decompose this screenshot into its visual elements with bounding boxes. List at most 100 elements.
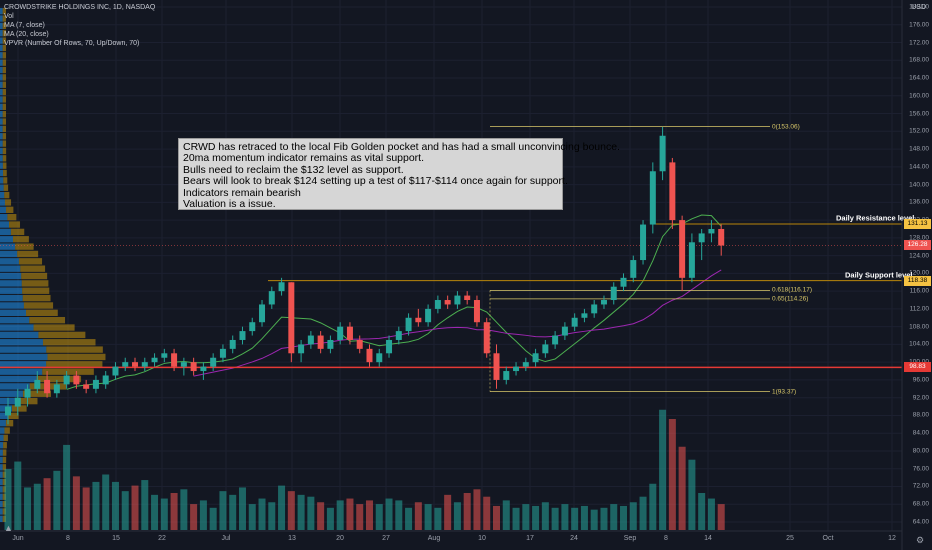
fib-label-1: 1(93.37) bbox=[772, 388, 797, 396]
price-tick: 160.00 bbox=[909, 92, 929, 100]
volume-bar bbox=[92, 481, 100, 530]
vpvr-bar-up bbox=[0, 331, 39, 339]
volume-bar bbox=[53, 470, 61, 530]
volume-bar bbox=[141, 480, 149, 530]
vpvr-bar-down bbox=[2, 22, 6, 30]
vpvr-bar-up bbox=[0, 30, 3, 37]
vpvr-bar-up bbox=[0, 420, 6, 427]
volume-bar bbox=[24, 487, 32, 530]
vpvr-bar-down bbox=[4, 191, 10, 199]
candle bbox=[112, 366, 119, 376]
annotation-line: Valuation is a issue. bbox=[183, 198, 276, 211]
vpvr-bar-up bbox=[0, 111, 3, 118]
candle bbox=[376, 353, 383, 363]
price-tick: 104.00 bbox=[909, 340, 929, 348]
volume-bar bbox=[444, 494, 452, 530]
vpvr-bar-down bbox=[7, 214, 17, 221]
vpvr-bar-up bbox=[0, 155, 3, 162]
vpvr-bar-down bbox=[2, 88, 7, 96]
candle bbox=[483, 322, 490, 354]
vpvr-bar-down bbox=[9, 221, 21, 228]
vpvr-bar-down bbox=[2, 493, 7, 500]
vpvr-bar-up bbox=[0, 8, 3, 15]
volume-bar bbox=[502, 500, 510, 530]
vpvr-bar-down bbox=[15, 243, 34, 250]
vpvr-bar-up bbox=[0, 66, 3, 74]
volume-bar bbox=[219, 491, 227, 530]
volume-bar bbox=[473, 489, 481, 530]
volume-bar bbox=[209, 507, 217, 530]
volume-bar bbox=[238, 487, 246, 530]
volume-bar bbox=[287, 491, 295, 530]
volume-bar bbox=[111, 481, 119, 530]
candle bbox=[503, 371, 510, 380]
candle bbox=[620, 277, 627, 287]
vpvr-bar-down bbox=[8, 412, 19, 419]
vpvr-bar-down bbox=[3, 169, 7, 177]
vpvr-bar-up bbox=[0, 133, 3, 140]
annotation-line: Bulls need to reclaim the $132 level as … bbox=[183, 163, 404, 176]
time-tick: 20 bbox=[336, 535, 344, 542]
vpvr-bar-down bbox=[21, 280, 49, 287]
price-tick: 140.00 bbox=[909, 181, 929, 189]
volume-bar bbox=[170, 493, 178, 530]
vpvr-bar-up bbox=[0, 383, 30, 390]
vpvr-bar-up bbox=[0, 317, 30, 324]
vpvr-bar-up bbox=[0, 515, 3, 522]
legend-title: CROWDSTRIKE HOLDINGS INC, 1D, NASDAQ bbox=[4, 4, 156, 11]
price-tick: 112.00 bbox=[909, 305, 929, 313]
volume-bar bbox=[522, 504, 530, 530]
fib-label-0: 0(153.06) bbox=[772, 123, 800, 131]
resistance-price-badge: 131.13 bbox=[904, 218, 931, 229]
candle bbox=[132, 362, 139, 367]
vpvr-bar-up bbox=[0, 265, 21, 272]
candle bbox=[53, 384, 60, 394]
annotation-box[interactable]: CRWD has retraced to the local Fib Golde… bbox=[178, 138, 620, 211]
vpvr-bar-down bbox=[2, 162, 7, 169]
price-tick: 164.00 bbox=[909, 74, 929, 82]
price-tick: 80.00 bbox=[912, 447, 929, 455]
candle bbox=[180, 362, 187, 367]
vpvr-bar-down bbox=[6, 206, 14, 213]
vpvr-bar-up bbox=[0, 375, 37, 383]
vpvr-bar-up bbox=[0, 125, 3, 133]
volume-bar bbox=[14, 461, 22, 530]
candle bbox=[34, 379, 41, 389]
price-scale[interactable]: USD 64.00 68.00 72.00 76.00 80.00 84.00 88.00 9… bbox=[902, 0, 932, 550]
candle bbox=[473, 300, 480, 323]
volume-bar bbox=[463, 493, 471, 530]
annotation-line: 20ma momentum indicator remains as vital… bbox=[183, 152, 425, 165]
time-tick: 8 bbox=[66, 535, 70, 542]
vpvr-bar-down bbox=[2, 59, 7, 66]
volume-bar bbox=[268, 502, 276, 530]
volume-bar bbox=[561, 504, 569, 530]
price-tick: 64.00 bbox=[912, 518, 929, 526]
candle bbox=[171, 353, 178, 367]
volume-bar bbox=[33, 483, 41, 530]
annotation-line: CRWD has retraced to the local Fib Golde… bbox=[183, 141, 620, 153]
candle bbox=[249, 322, 256, 332]
vpvr-bar-up bbox=[0, 471, 3, 478]
last-price-badge: 126.28 bbox=[904, 240, 931, 251]
volume-bar bbox=[590, 509, 598, 530]
candles bbox=[5, 126, 725, 425]
vpvr-bar-down bbox=[2, 500, 7, 508]
vpvr-bar-up bbox=[0, 361, 47, 368]
candle bbox=[542, 344, 549, 354]
volume-bar bbox=[551, 507, 559, 530]
vpvr-bar-up bbox=[0, 500, 3, 508]
candle bbox=[395, 331, 402, 340]
price-tick: 120.00 bbox=[909, 269, 929, 277]
volume-bar bbox=[620, 505, 628, 530]
volume-bars bbox=[4, 409, 725, 530]
candle bbox=[386, 339, 393, 354]
candle bbox=[102, 375, 109, 385]
volume-bar bbox=[258, 498, 266, 530]
vpvr-bar-up bbox=[0, 191, 5, 199]
vpvr-bar-down bbox=[2, 30, 6, 37]
candle bbox=[454, 295, 461, 305]
candle bbox=[688, 242, 695, 278]
vpvr-bar-up bbox=[0, 346, 47, 353]
gear-icon[interactable]: ⚙ bbox=[916, 535, 925, 545]
